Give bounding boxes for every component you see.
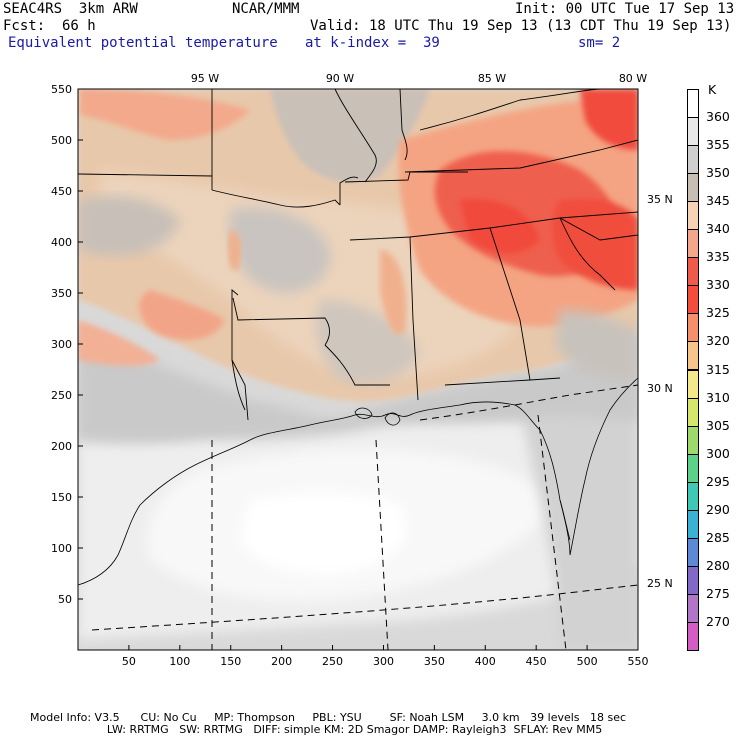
colorbar-swatch [687,369,699,399]
colorbar-swatch [687,341,699,371]
y-tick-label: 550 [51,83,72,96]
colorbar-label: 270 [706,613,730,629]
lon-label: 85 W [478,72,506,85]
model-info-line1: Model Info: V3.5 CU: No Cu MP: Thompson … [30,711,627,724]
colorbar-swatch [687,117,699,147]
colorbar-swatch [687,425,699,455]
field-name: Equivalent potential temperature [8,35,278,51]
lon-label: 90 W [326,72,354,85]
theta-e-field [78,89,638,650]
lat-label: 35 N [647,193,673,206]
x-tick-label: 450 [526,655,547,668]
model-info-line2: LW: RRTMG SW: RRTMG DIFF: simple KM: 2D … [30,723,603,736]
state-boundaries [78,89,638,421]
colorbar-label: 355 [706,137,730,153]
coastline [78,377,638,586]
colorbar-swatch [687,201,699,231]
x-tick-label: 250 [322,655,343,668]
y-tick-label: 200 [51,440,72,453]
colorbar-swatch [687,593,699,623]
colorbar-swatch [687,257,699,287]
colorbar-swatch [687,621,699,651]
lat-label: 30 N [647,382,673,395]
colorbar-swatch [687,481,699,511]
x-tick-label: 400 [475,655,496,668]
x-tick-label: 100 [169,655,190,668]
colorbar-label: 300 [706,445,730,461]
colorbar-swatch [687,145,699,175]
colorbar-swatch [687,537,699,567]
colorbar-label: 360 [706,109,730,125]
x-tick-label: 300 [373,655,394,668]
colorbar-label: 285 [706,529,730,545]
x-tick-label: 500 [577,655,598,668]
colorbar-label: 310 [706,389,730,405]
x-tick-label: 350 [424,655,445,668]
level-info: at k-index = 39 [305,35,440,51]
colorbar-swatch [687,173,699,203]
colorbar-label: 350 [706,165,730,181]
y-tick-label: 150 [51,491,72,504]
colorbar-label: 275 [706,585,730,601]
y-tick-label: 100 [51,542,72,555]
y-tick-label: 500 [51,134,72,147]
colorbar-label: 280 [706,557,730,573]
lat-labels: 35 N 30 N 25 N [647,193,673,590]
x-tick-label: 150 [220,655,241,668]
colorbar-swatch [687,229,699,259]
latlon-grid [91,384,638,650]
x-tick-label: 200 [271,655,292,668]
model-title: SEAC4RS 3km ARW [3,1,138,17]
forecast-hour: Fcst: 66 h [3,18,96,34]
y-tick-label: 350 [51,287,72,300]
colorbar-label: 340 [706,221,730,237]
colorbar-swatch [687,509,699,539]
y-axis: 50 100 150 200 250 300 350 400 450 500 550 [51,83,83,606]
lon-label: 80 W [619,72,647,85]
colorbar-label: 295 [706,473,730,489]
y-tick-label: 400 [51,236,72,249]
colorbar-label: 305 [706,417,730,433]
colorbar-swatch [687,89,699,119]
colorbar-swatch [687,565,699,595]
colorbar-label: 290 [706,501,730,517]
colorbar-swatch [687,313,699,343]
y-tick-label: 450 [51,185,72,198]
lon-label: 95 W [191,72,219,85]
valid-time: Valid: 18 UTC Thu 19 Sep 13 (13 CDT Thu … [310,18,732,34]
organization-label: NCAR/MMM [232,1,300,17]
x-tick-label: 550 [628,655,649,668]
y-tick-label: 250 [51,389,72,402]
colorbar-unit: K [708,82,717,97]
colorbar-label: 315 [706,361,730,377]
colorbar-label: 335 [706,249,730,265]
colorbar-label: 330 [706,277,730,293]
colorbar-label: 325 [706,305,730,321]
colorbar-swatch [687,453,699,483]
lon-labels: 95 W 90 W 85 W 80 W [191,72,647,85]
colorbar-label: 320 [706,333,730,349]
x-axis: 50 100 150 200 250 300 350 400 450 500 550 [122,645,649,668]
colorbar-swatch [687,285,699,315]
x-tick-label: 50 [122,655,136,668]
y-tick-label: 50 [58,593,72,606]
colorbar-label: 345 [706,193,730,209]
lat-label: 25 N [647,577,673,590]
y-tick-label: 300 [51,338,72,351]
plot-frame [77,88,639,651]
smoothing-info: sm= 2 [578,35,621,51]
colorbar-swatch [687,397,699,427]
init-time: Init: 00 UTC Tue 17 Sep 13 [515,1,735,17]
